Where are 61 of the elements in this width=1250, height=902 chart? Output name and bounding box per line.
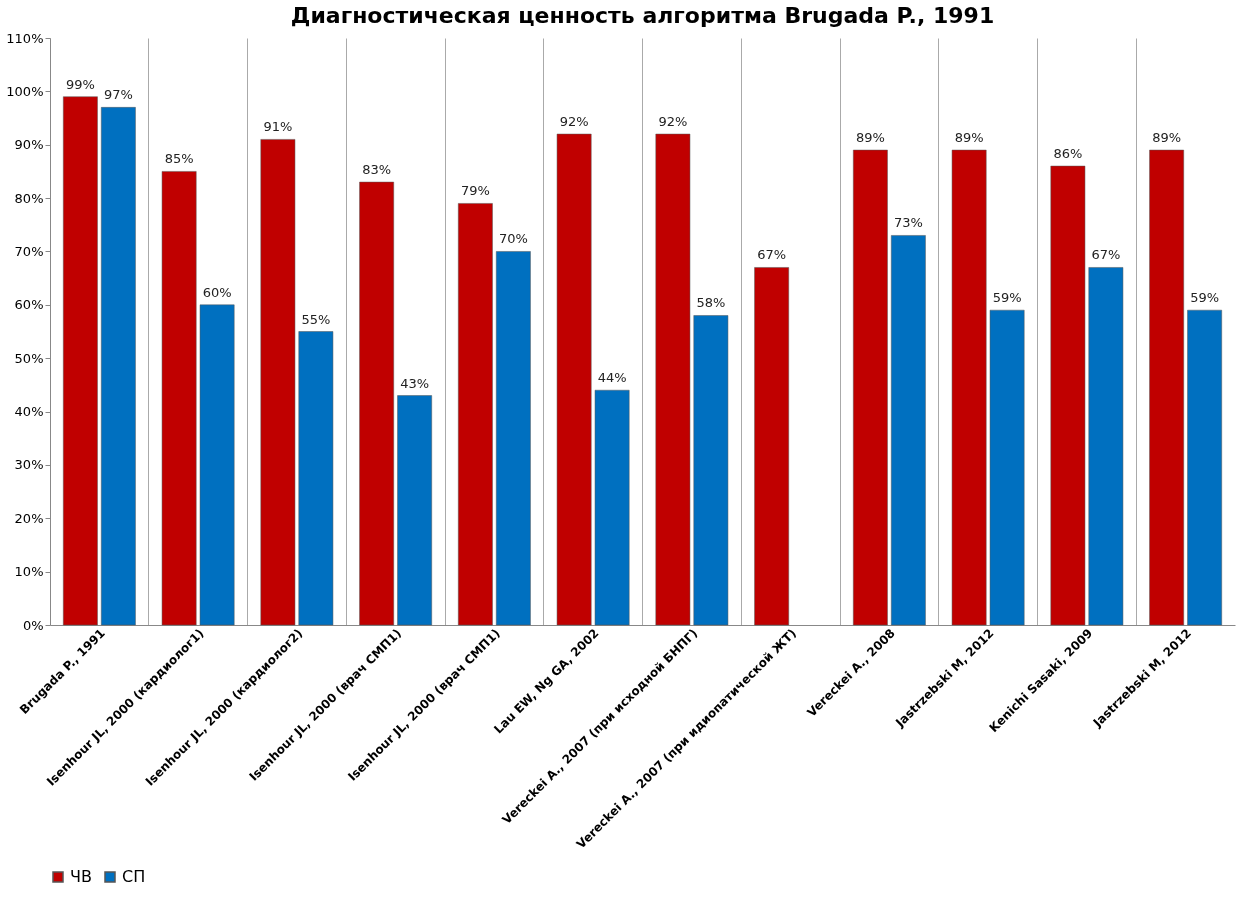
- data-label: 79%: [460, 183, 490, 199]
- bar: [397, 395, 432, 626]
- y-tick-label: 90%: [14, 137, 44, 153]
- data-label: 91%: [263, 119, 293, 135]
- bar: [853, 149, 888, 626]
- data-label: 73%: [893, 215, 923, 231]
- y-tick-label: 100%: [6, 83, 44, 99]
- bar: [458, 203, 493, 626]
- bar: [161, 171, 197, 626]
- data-label: 59%: [1190, 290, 1220, 306]
- legend-label: ЧВ: [70, 867, 92, 886]
- bar: [260, 139, 296, 626]
- y-tick-label: 50%: [14, 350, 44, 366]
- legend-label: СП: [122, 867, 146, 886]
- bar: [693, 315, 729, 626]
- bar: [1050, 165, 1086, 626]
- y-tick-label: 0%: [22, 617, 44, 633]
- bar: [1187, 309, 1222, 626]
- data-label: 60%: [202, 284, 232, 300]
- bar: [891, 235, 926, 626]
- bar: [754, 267, 789, 626]
- data-label: 44%: [597, 370, 627, 386]
- y-tick-label: 110%: [6, 30, 44, 46]
- data-label: 92%: [559, 114, 589, 130]
- y-tick-label: 10%: [14, 564, 44, 580]
- data-label: 99%: [65, 76, 95, 92]
- y-tick-label: 40%: [14, 404, 44, 420]
- data-label: 70%: [498, 231, 528, 247]
- bar: [298, 331, 334, 626]
- bar: [594, 389, 630, 626]
- data-label: 55%: [301, 311, 331, 327]
- data-label: 89%: [855, 130, 885, 146]
- y-tick-label: 80%: [14, 190, 44, 206]
- data-label: 67%: [1091, 247, 1121, 263]
- y-tick-label: 20%: [14, 510, 44, 526]
- data-label: 67%: [757, 247, 787, 263]
- bar: [1088, 267, 1124, 626]
- data-label: 83%: [362, 162, 392, 178]
- y-tick-label: 70%: [14, 243, 44, 259]
- bar: [359, 181, 394, 626]
- bar: [199, 304, 235, 626]
- bar: [496, 251, 531, 626]
- bar: [101, 107, 136, 626]
- bar: [63, 96, 98, 626]
- bar: [1149, 149, 1184, 626]
- y-tick-label: 60%: [14, 297, 44, 313]
- data-label: 89%: [1152, 130, 1182, 146]
- chart-title: Диагностическая ценность алгоритма Brugada P., 1991: [290, 3, 995, 28]
- data-label: 86%: [1053, 146, 1083, 162]
- y-tick-label: 30%: [14, 457, 44, 473]
- data-label: 89%: [954, 130, 984, 146]
- data-label: 43%: [400, 375, 430, 391]
- data-label: 97%: [103, 87, 133, 103]
- data-label: 92%: [658, 114, 688, 130]
- data-label: 59%: [992, 290, 1022, 306]
- data-label: 58%: [696, 295, 726, 311]
- bar: [556, 133, 592, 626]
- bar: [951, 149, 987, 626]
- bar: [655, 133, 691, 626]
- data-label: 85%: [164, 151, 194, 167]
- bar: [989, 309, 1025, 626]
